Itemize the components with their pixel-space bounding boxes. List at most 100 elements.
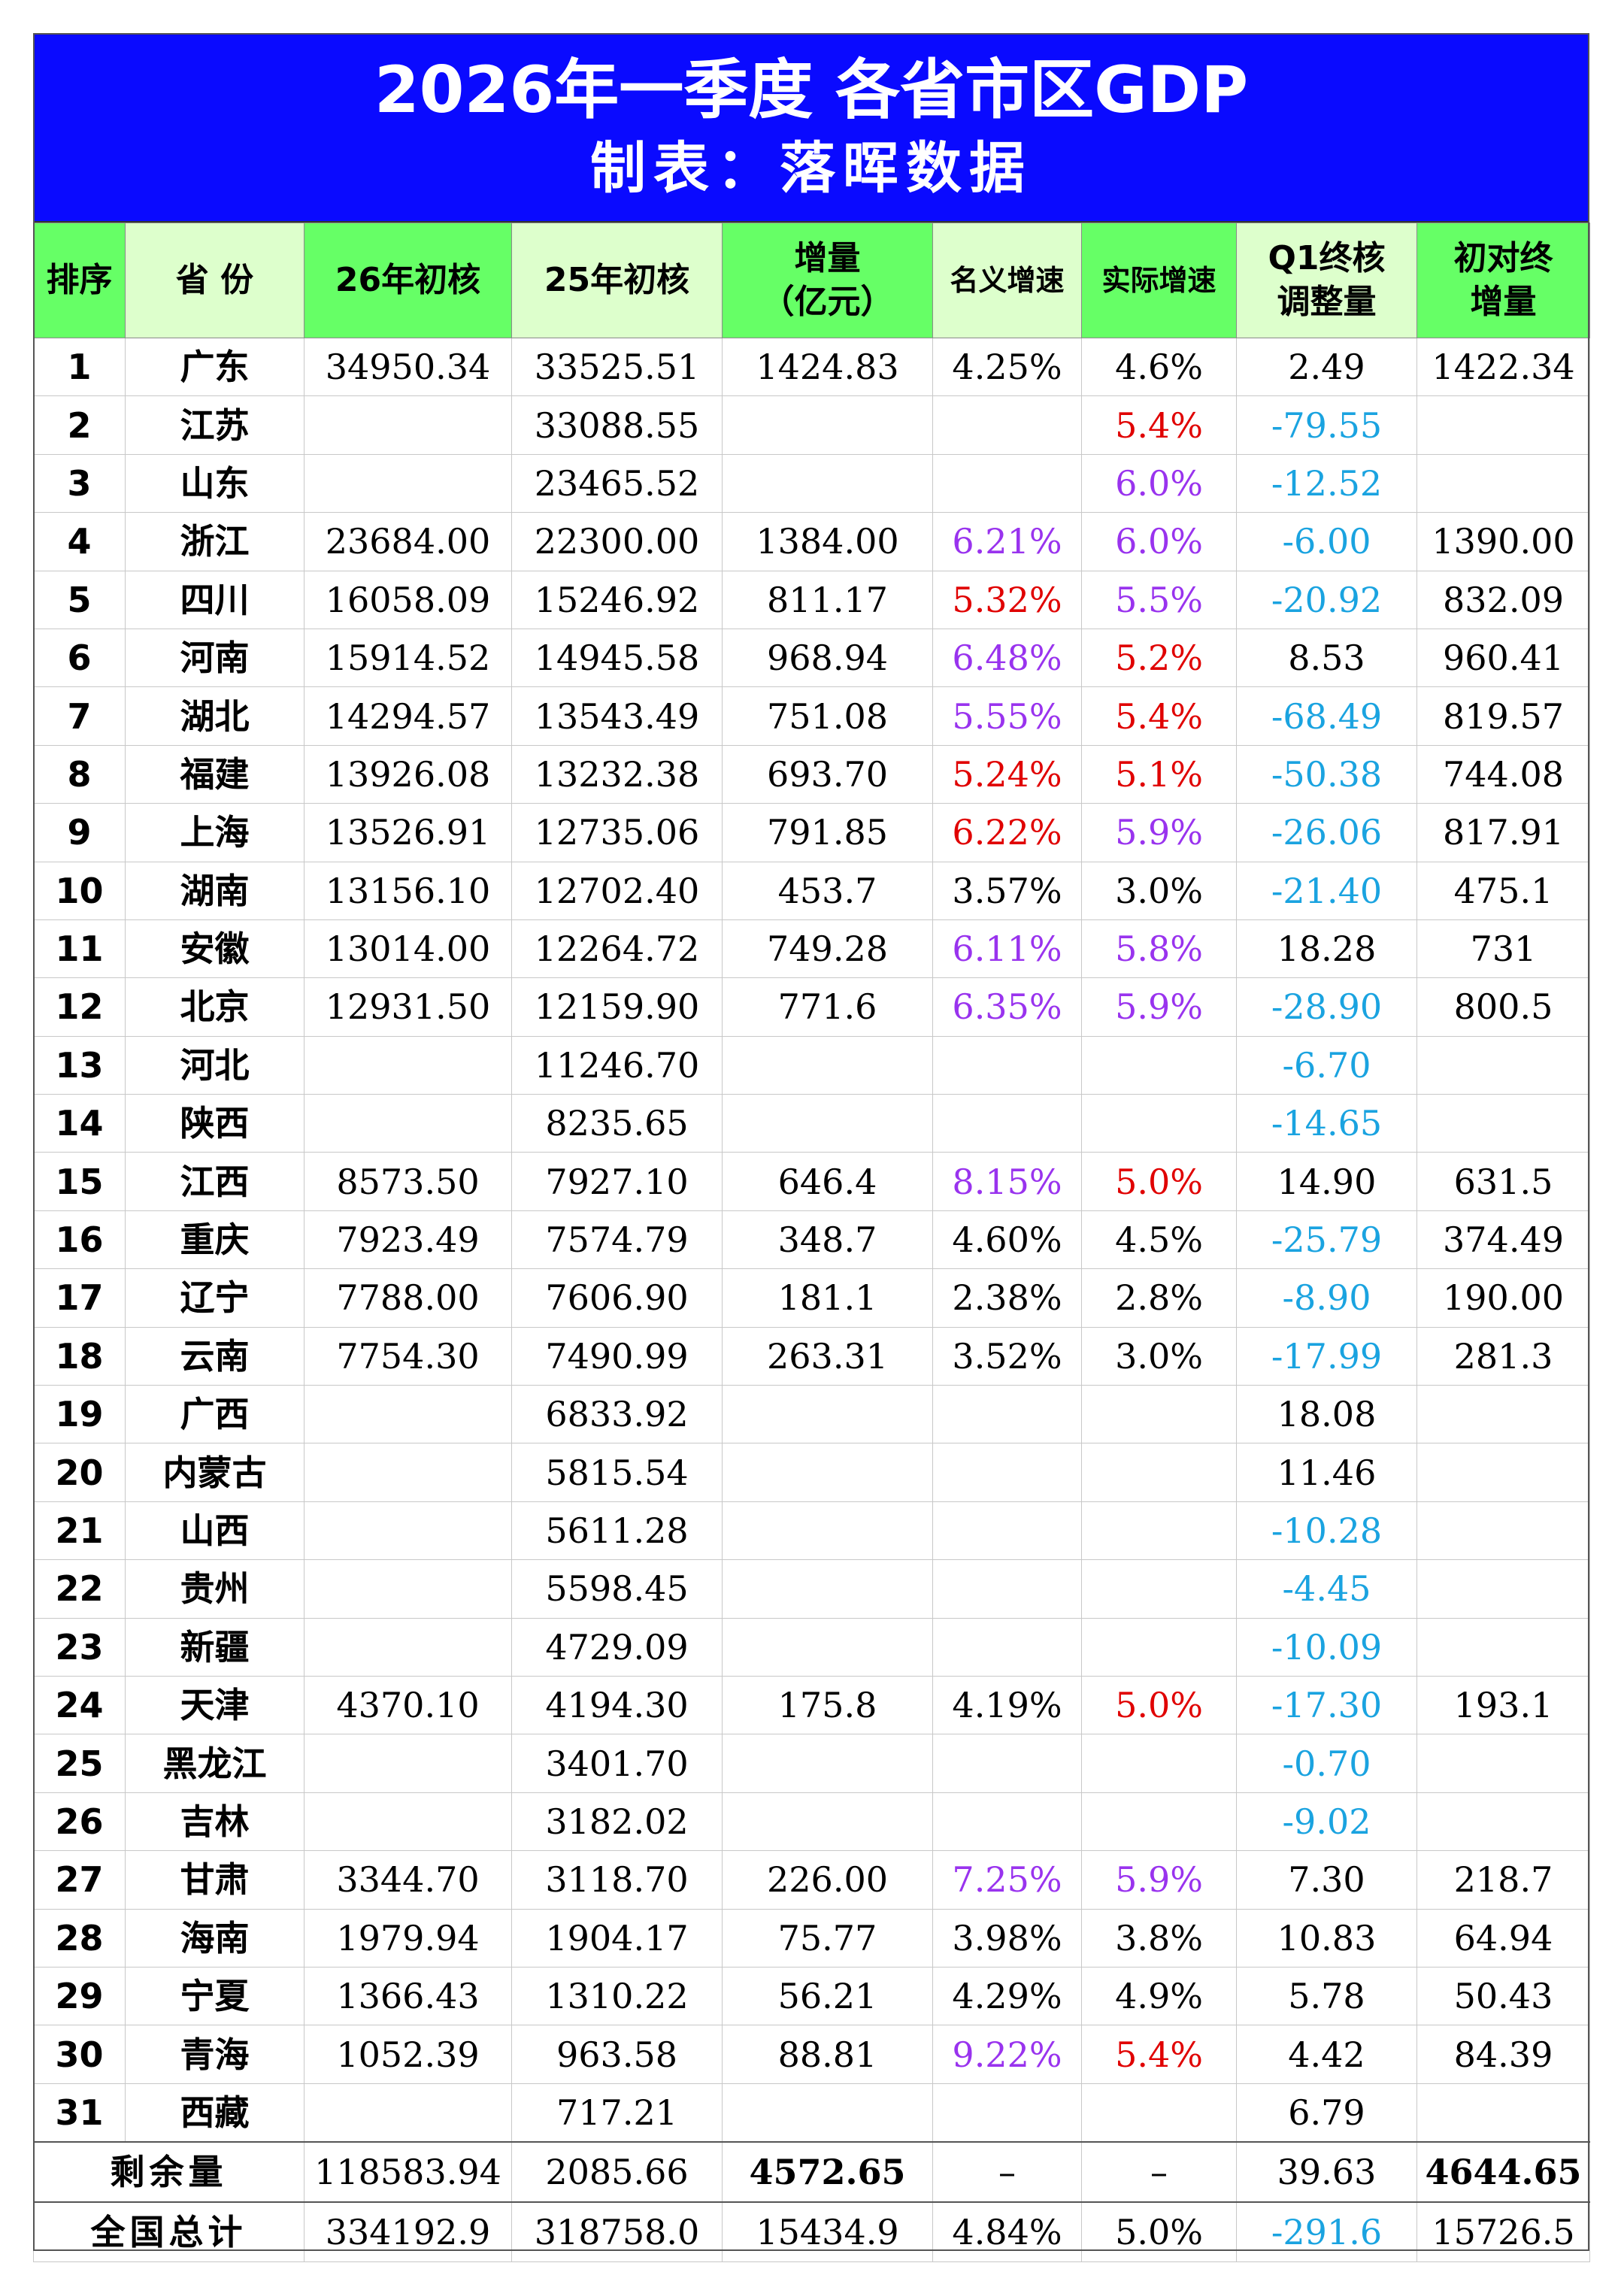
cell-rank: 4 — [33, 512, 126, 571]
cell-increase: 175.8 — [722, 1675, 933, 1735]
cell-gdp26: 4370.10 — [304, 1675, 512, 1735]
table-row: 18 云南 7754.30 7490.99 263.31 3.52% 3.0% -17.99 2… — [33, 1326, 1590, 1386]
cell-real: 3.8% — [1081, 1908, 1237, 1968]
cell-gdp25: 963.58 — [511, 2025, 723, 2084]
cell-rank: 18 — [33, 1326, 126, 1386]
cell-rank: 14 — [33, 1094, 126, 1153]
cell-final — [1416, 1443, 1590, 1502]
header-increase-line2: （亿元） — [761, 283, 894, 321]
cell-real: 5.5% — [1081, 570, 1237, 629]
cell-increase: 226.00 — [722, 1850, 933, 1910]
table-row: 6 河南 15914.52 14945.58 968.94 6.48% 5.2% 8.53 96… — [33, 628, 1590, 688]
cell-province: 贵州 — [125, 1559, 304, 1619]
cell-gdp25: 33088.55 — [511, 395, 723, 455]
cell-final: 800.5 — [1416, 977, 1590, 1037]
table-row: 9 上海 13526.91 12735.06 791.85 6.22% 5.9% -26.06… — [33, 803, 1590, 862]
cell-rank: 20 — [33, 1443, 126, 1502]
cell-nominal: 6.48% — [932, 628, 1082, 688]
cell-gdp26 — [304, 1734, 512, 1793]
table-row: 10 湖南 13156.10 12702.40 453.7 3.57% 3.0% -21.40… — [33, 861, 1590, 920]
cell-province: 海南 — [125, 1908, 304, 1968]
table-row: 7 湖北 14294.57 13543.49 751.08 5.55% 5.4% -68.49… — [33, 686, 1590, 746]
cell-real — [1081, 2083, 1237, 2143]
cell-final — [1416, 453, 1590, 513]
cell-final: 475.1 — [1416, 861, 1590, 920]
cell-province: 湖南 — [125, 861, 304, 920]
cell-real — [1081, 1617, 1237, 1677]
cell-gdp26 — [304, 395, 512, 455]
cell-nominal: 5.24% — [932, 744, 1082, 804]
page-title: 2026年一季度 各省市区GDP — [374, 53, 1249, 128]
cell-gdp25: 1904.17 — [511, 1908, 723, 1968]
cell-rank: 11 — [33, 919, 126, 979]
remaining-gdp25: 2085.66 — [511, 2141, 723, 2203]
cell-gdp26 — [304, 2083, 512, 2143]
table-row: 15 江西 8573.50 7927.10 646.4 8.15% 5.0% 14.90 631… — [33, 1152, 1590, 1211]
cell-province: 辽宁 — [125, 1268, 304, 1328]
cell-province: 内蒙古 — [125, 1443, 304, 1502]
cell-gdp26 — [304, 1792, 512, 1852]
cell-gdp26 — [304, 1559, 512, 1619]
cell-real — [1081, 1094, 1237, 1153]
total-label: 全国总计 — [33, 2201, 304, 2263]
cell-final — [1416, 1385, 1590, 1444]
cell-real: 5.0% — [1081, 1675, 1237, 1735]
table-row: 22 贵州 5598.45 -4.45 — [33, 1559, 1590, 1619]
cell-adjust: -26.06 — [1236, 803, 1417, 862]
cell-increase — [722, 1443, 933, 1502]
table-row: 14 陕西 8235.65 -14.65 — [33, 1094, 1590, 1153]
cell-real: 5.9% — [1081, 803, 1237, 862]
cell-gdp26 — [304, 453, 512, 513]
table-row: 31 西藏 717.21 6.79 — [33, 2083, 1590, 2143]
cell-rank: 30 — [33, 2025, 126, 2084]
cell-final — [1416, 1617, 1590, 1677]
cell-final — [1416, 1792, 1590, 1852]
cell-gdp26: 16058.09 — [304, 570, 512, 629]
cell-increase — [722, 1559, 933, 1619]
header-adjust-line1: Q1终核 — [1268, 239, 1386, 277]
cell-gdp25: 8235.65 — [511, 1094, 723, 1153]
cell-gdp26 — [304, 1617, 512, 1677]
cell-increase: 56.21 — [722, 1966, 933, 2026]
cell-rank: 7 — [33, 686, 126, 746]
cell-adjust: 2.49 — [1236, 337, 1417, 397]
cell-increase: 1424.83 — [722, 337, 933, 397]
cell-real: 5.4% — [1081, 395, 1237, 455]
header-nominal: 名义增速 — [932, 223, 1082, 338]
cell-gdp25: 15246.92 — [511, 570, 723, 629]
cell-real: 6.0% — [1081, 512, 1237, 571]
cell-final: 190.00 — [1416, 1268, 1590, 1328]
header-increase-line1: 增量 — [794, 239, 861, 277]
table-row: 25 黑龙江 3401.70 -0.70 — [33, 1734, 1590, 1793]
cell-final: 832.09 — [1416, 570, 1590, 629]
header-real: 实际增速 — [1081, 223, 1237, 338]
table-row: 3 山东 23465.52 6.0% -12.52 — [33, 453, 1590, 513]
cell-increase: 749.28 — [722, 919, 933, 979]
table-row: 8 福建 13926.08 13232.38 693.70 5.24% 5.1% -50.38… — [33, 744, 1590, 804]
cell-real — [1081, 1501, 1237, 1561]
cell-increase: 968.94 — [722, 628, 933, 688]
cell-gdp26: 1366.43 — [304, 1966, 512, 2026]
cell-rank: 16 — [33, 1210, 126, 1270]
cell-province: 河南 — [125, 628, 304, 688]
cell-nominal — [932, 1094, 1082, 1153]
cell-gdp26: 23684.00 — [304, 512, 512, 571]
cell-nominal — [932, 1617, 1082, 1677]
cell-adjust: -68.49 — [1236, 686, 1417, 746]
cell-gdp25: 13543.49 — [511, 686, 723, 746]
total-increase: 15434.9 — [722, 2201, 933, 2263]
cell-rank: 5 — [33, 570, 126, 629]
cell-increase — [722, 1035, 933, 1095]
cell-final — [1416, 1559, 1590, 1619]
cell-gdp25: 4729.09 — [511, 1617, 723, 1677]
cell-nominal: 4.25% — [932, 337, 1082, 397]
cell-gdp26: 34950.34 — [304, 337, 512, 397]
cell-final: 218.7 — [1416, 1850, 1590, 1910]
cell-increase — [722, 1792, 933, 1852]
cell-nominal — [932, 453, 1082, 513]
cell-real — [1081, 1385, 1237, 1444]
table-row: 16 重庆 7923.49 7574.79 348.7 4.60% 4.5% -25.79 37… — [33, 1210, 1590, 1270]
cell-province: 山东 — [125, 453, 304, 513]
cell-final: 374.49 — [1416, 1210, 1590, 1270]
cell-gdp26: 3344.70 — [304, 1850, 512, 1910]
